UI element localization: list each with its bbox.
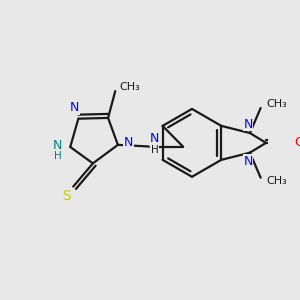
Text: N: N — [70, 101, 80, 115]
Text: N: N — [150, 132, 159, 145]
Text: N: N — [243, 155, 253, 168]
Text: CH₃: CH₃ — [266, 100, 287, 110]
Text: S: S — [62, 188, 70, 203]
Text: O: O — [295, 136, 300, 149]
Text: N: N — [53, 139, 62, 152]
Text: N: N — [124, 136, 133, 149]
Text: H: H — [151, 145, 158, 155]
Text: CH₃: CH₃ — [119, 82, 140, 92]
Text: CH₃: CH₃ — [266, 176, 287, 186]
Text: N: N — [243, 118, 253, 130]
Text: H: H — [54, 151, 62, 161]
